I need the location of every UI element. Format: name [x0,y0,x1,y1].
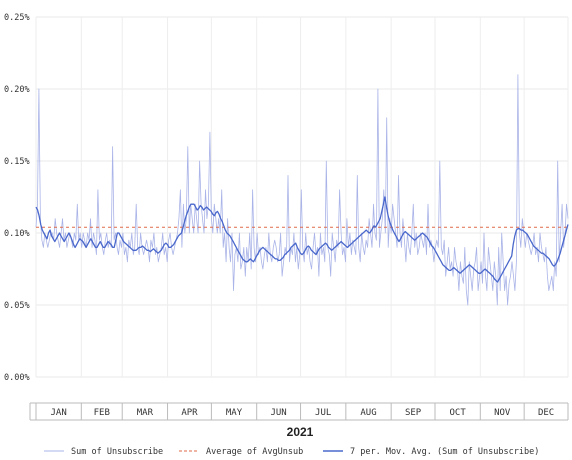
month-label: APR [181,408,198,418]
month-label: NOV [494,408,511,418]
y-axis-ticks: 0.00% 0.05% 0.10% 0.15% 0.20% 0.25% [4,13,30,383]
y-tick-label: 0.20% [4,85,30,95]
month-label: MAR [137,408,154,418]
month-label: MAY [226,408,243,418]
legend: Sum of Unsubscribe Average of AvgUnsub 7 p… [44,447,539,457]
month-label: JAN [51,408,67,418]
y-tick-label: 0.05% [4,301,30,311]
legend-label: Sum of Unsubscribe [71,447,163,457]
unsubscribe-series-line [35,74,569,306]
year-label: 2021 [287,425,314,439]
series-layer [35,74,569,306]
y-tick-label: 0.15% [4,157,30,167]
y-tick-label: 0.25% [4,13,30,23]
y-tick-label: 0.00% [4,373,30,383]
month-label: JUN [270,408,286,418]
legend-label: Average of AvgUnsub [206,447,303,457]
month-label: FEB [94,408,110,418]
y-tick-label: 0.10% [4,229,30,239]
month-gridlines [35,17,569,377]
month-label: JUL [315,408,331,418]
moving-average-series-line [35,196,569,283]
month-label: DEC [538,408,554,418]
month-label: SEP [405,408,422,418]
legend-label: 7 per. Mov. Avg. (Sum of Unsubscribe) [350,447,539,457]
x-axis: JAN FEB MAR APR MAY JUN JUL AUG SEP OCT NOV DEC 2021 [29,402,569,439]
month-label: OCT [450,408,467,418]
month-label: AUG [360,408,376,418]
gridlines [36,16,568,378]
